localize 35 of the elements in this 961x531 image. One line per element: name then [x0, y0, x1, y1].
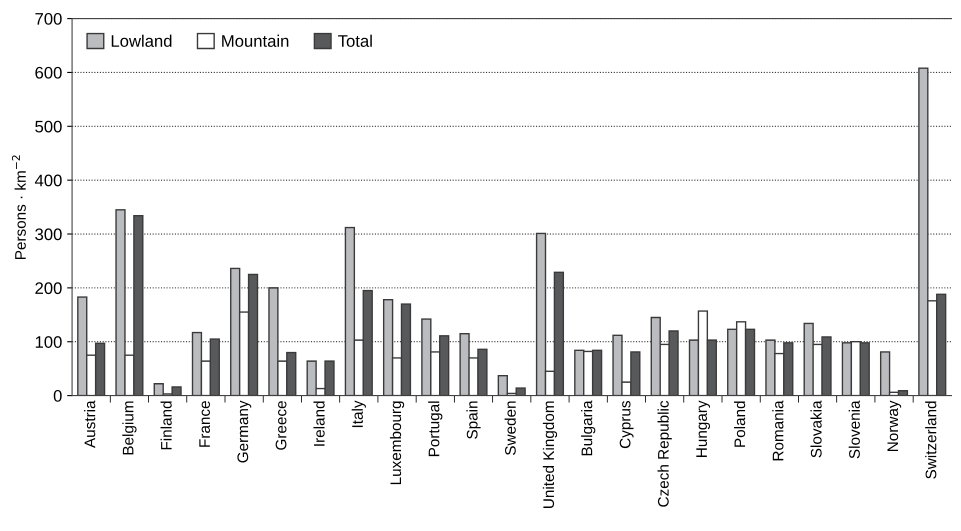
- legend-label: Lowland: [112, 34, 172, 47]
- y-tick-label: 0: [54, 390, 62, 402]
- x-tick-label: Norway: [887, 400, 902, 451]
- x-tick-label: Czech Republic: [658, 400, 672, 507]
- x-tick-label: Cyprus: [620, 401, 634, 448]
- y-tick-label: 200: [35, 282, 62, 294]
- y-tick-label: 700: [35, 12, 62, 25]
- x-tick-label: Italy: [352, 400, 366, 428]
- x-tick-label: Romania: [772, 400, 784, 460]
- x-tick-label: Germany: [237, 400, 252, 463]
- legend-label: Mountain: [222, 34, 288, 47]
- x-tick-label: Slovakia: [810, 400, 822, 458]
- legend-label: Total: [338, 34, 372, 47]
- y-tick-label: 300: [35, 228, 62, 240]
- x-tick-label: Slovenia: [848, 400, 860, 458]
- x-tick-label: Sweden: [504, 401, 516, 455]
- y-tick-label: 500: [35, 120, 62, 133]
- x-tick-label: Luxembourg: [390, 401, 404, 484]
- x-tick-label: Poland: [734, 401, 746, 447]
- x-tick-label: Switzerland: [925, 401, 936, 479]
- x-tick-label: Greece: [276, 401, 286, 450]
- x-tick-label: Portugal: [428, 401, 442, 456]
- x-tick-label: United Kingdom: [542, 401, 558, 508]
- x-tick-label: Spain: [466, 401, 481, 439]
- y-tick-label: 400: [34, 174, 62, 186]
- x-tick-label: Belgium: [122, 401, 137, 454]
- x-tick-label: Ireland: [313, 401, 325, 446]
- x-tick-label: Austria: [84, 400, 96, 448]
- y-tick-label: 600: [35, 66, 62, 79]
- y-tick-label: 100: [36, 336, 62, 348]
- y-axis-title: Persons · km$^{−2}$: [12, 155, 26, 260]
- x-tick-label: Finland: [160, 401, 172, 450]
- x-tick-label: Hungary: [696, 400, 710, 457]
- x-tick-label: Bulgaria: [581, 400, 596, 456]
- x-tick-label: France: [199, 401, 210, 447]
